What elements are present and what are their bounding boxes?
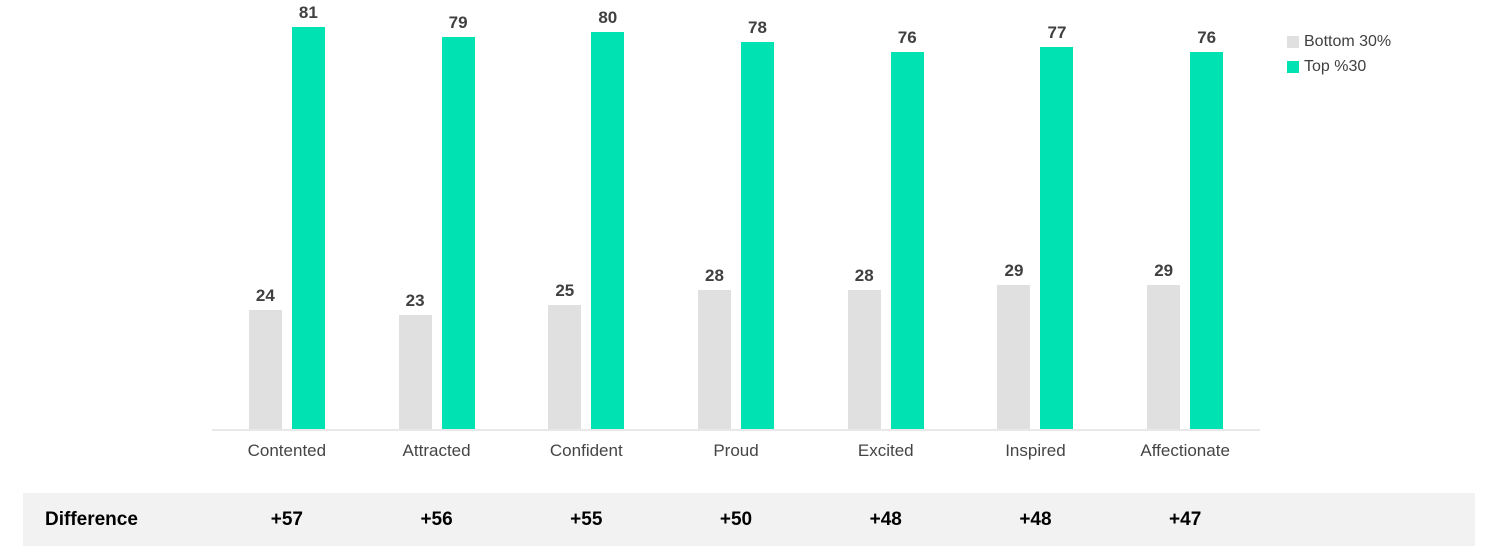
bar-wrap: 28 [847, 266, 881, 429]
bar-value-label: 77 [1047, 23, 1067, 42]
bar-value-label: 28 [854, 266, 874, 285]
bar-top30 [1040, 47, 1074, 429]
legend-item: Bottom 30% [1287, 33, 1391, 51]
bar-bottom30 [248, 310, 282, 429]
legend: Bottom 30% Top %30 [1287, 33, 1391, 76]
difference-value-confident: +55 [570, 508, 603, 530]
bar-wrap: 76 [1190, 28, 1224, 429]
bar-value-label: 76 [1197, 28, 1217, 47]
bar-wrap: 29 [997, 261, 1031, 429]
bar-wrap: 28 [698, 266, 732, 429]
bar-bottom30 [398, 315, 432, 429]
legend-marker-icon [1287, 36, 1299, 48]
bar-group-attracted: 23 79 [362, 0, 512, 429]
difference-value-contented: +57 [270, 508, 303, 530]
category-label-inspired: Inspired [1005, 441, 1066, 460]
difference-value-inspired: +48 [1019, 508, 1052, 530]
plot-area: 24 81 23 79 25 80 28 78 28 76 29 77 29 76 [212, 0, 1260, 431]
bar-value-label: 80 [598, 8, 618, 27]
bar-wrap: 77 [1040, 23, 1074, 429]
difference-value-attracted: +56 [420, 508, 453, 530]
difference-value-excited: +48 [869, 508, 902, 530]
bar-value-label: 29 [1154, 261, 1174, 280]
bar-wrap: 25 [548, 281, 582, 429]
bar-group-affectionate: 29 76 [1110, 0, 1260, 429]
category-axis: Contented Attracted Confident Proud Excited I… [212, 441, 1260, 461]
category-label-excited: Excited [857, 441, 914, 460]
bar-value-label: 79 [448, 13, 468, 32]
bar-top30 [1190, 52, 1224, 429]
bar-wrap: 76 [890, 28, 924, 429]
bar-value-label: 24 [255, 286, 275, 305]
bar-wrap: 23 [398, 291, 432, 429]
category-label-affectionate: Affectionate [1140, 441, 1230, 460]
legend-marker-icon [1287, 61, 1299, 73]
bar-top30 [741, 42, 775, 429]
bar-wrap: 79 [441, 13, 475, 429]
difference-value-proud: +50 [719, 508, 753, 530]
bar-top30 [591, 32, 625, 429]
category-label-contented: Contented [247, 441, 327, 460]
bar-bottom30 [698, 290, 732, 429]
bar-bottom30 [997, 285, 1031, 429]
bar-value-label: 76 [897, 28, 917, 47]
bar-value-label: 25 [555, 281, 575, 300]
bar-value-label: 29 [1004, 261, 1024, 280]
bar-bottom30 [548, 305, 582, 429]
bar-value-label: 81 [298, 3, 318, 22]
difference-value-affectionate: +47 [1169, 508, 1202, 530]
difference-band: Difference +57 +56 +55 +50 +48 +48 +47 [23, 493, 1475, 546]
bar-bottom30 [847, 290, 881, 429]
bar-group-inspired: 29 77 [961, 0, 1111, 429]
bar-group-excited: 28 76 [811, 0, 961, 429]
category-label-proud: Proud [713, 441, 759, 460]
legend-label: Bottom 30% [1304, 33, 1392, 50]
bar-wrap: 29 [1147, 261, 1181, 429]
legend-item: Top %30 [1287, 58, 1391, 76]
legend-label: Top %30 [1304, 58, 1367, 75]
bar-group-contented: 24 81 [212, 0, 362, 429]
category-label-confident: Confident [549, 441, 623, 460]
bar-top30 [441, 37, 475, 429]
difference-values: +57 +56 +55 +50 +48 +48 +47 [212, 493, 1260, 546]
bar-value-label: 28 [705, 266, 724, 285]
bar-group-confident: 25 80 [511, 0, 661, 429]
bar-wrap: 78 [741, 18, 775, 429]
bar-value-label: 78 [748, 18, 767, 37]
bar-wrap: 80 [591, 8, 625, 429]
bar-bottom30 [1147, 285, 1181, 429]
bar-wrap: 81 [291, 3, 325, 429]
bar-wrap: 24 [248, 286, 282, 429]
category-label-attracted: Attracted [402, 441, 471, 460]
bar-top30 [890, 52, 924, 429]
difference-row-label: Difference [45, 508, 138, 530]
bar-group-proud: 28 78 [661, 0, 811, 429]
bar-value-label: 23 [405, 291, 425, 310]
bar-top30 [291, 27, 325, 429]
